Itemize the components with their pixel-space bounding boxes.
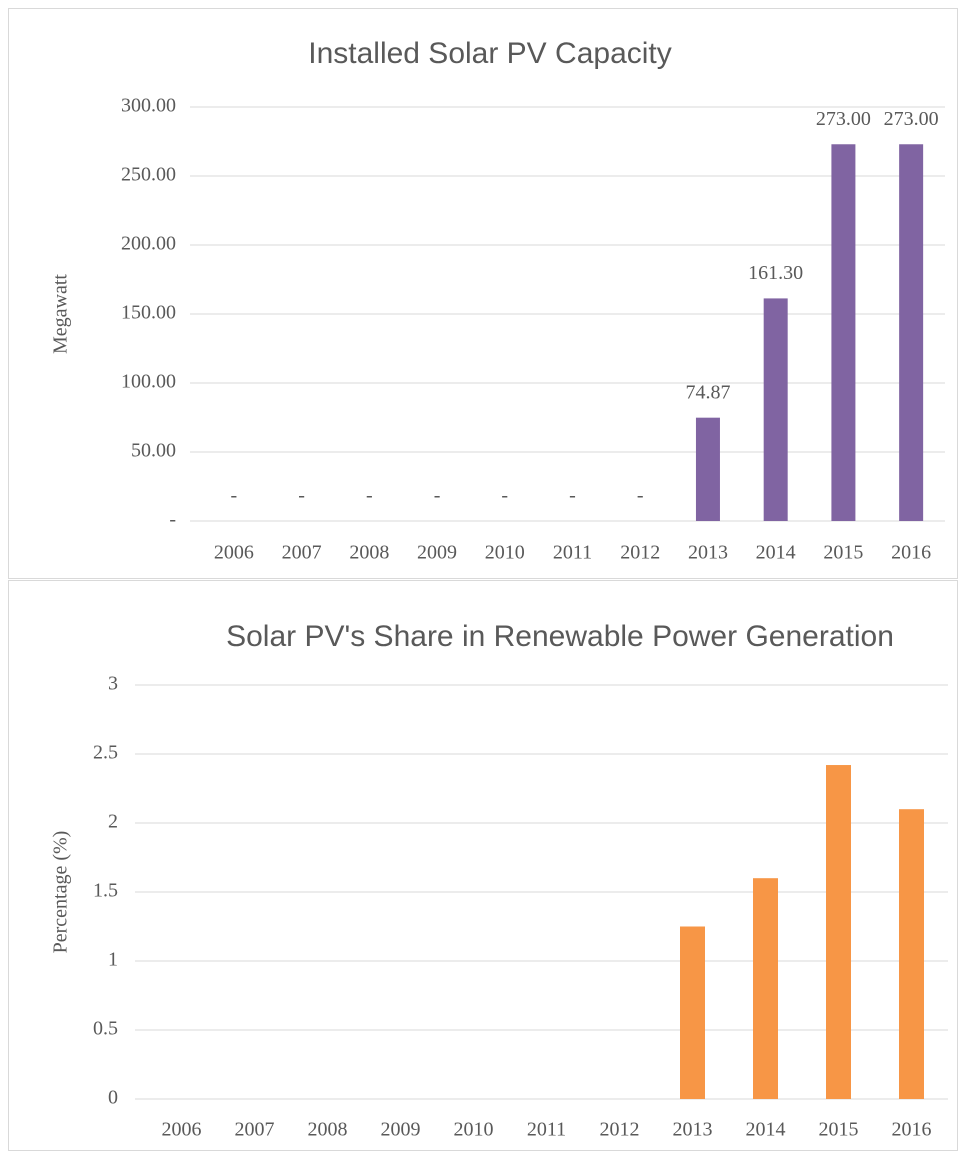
x-tick-label: 2012 xyxy=(600,1119,640,1141)
bar xyxy=(831,144,856,521)
data-label: - xyxy=(434,485,441,507)
bar xyxy=(753,878,778,1099)
y-axis-label: Percentage (%) xyxy=(50,831,72,954)
chart-title: Installed Solar PV Capacity xyxy=(308,37,672,70)
data-label: - xyxy=(501,485,508,507)
x-tick-label: 2008 xyxy=(349,542,389,564)
x-tick-label: 2008 xyxy=(308,1119,348,1141)
x-tick-label: 2009 xyxy=(417,542,457,564)
x-tick-label: 2009 xyxy=(381,1119,421,1141)
bar xyxy=(695,417,720,521)
data-label: - xyxy=(231,485,238,507)
chart-frame xyxy=(8,580,958,1151)
x-tick-label: 2014 xyxy=(756,542,796,564)
bar xyxy=(899,144,924,521)
x-tick-label: 2007 xyxy=(282,542,322,564)
data-label: - xyxy=(366,485,373,507)
x-tick-label: 2013 xyxy=(673,1119,713,1141)
x-tick-label: 2010 xyxy=(454,1119,494,1141)
y-tick-label: 2.5 xyxy=(93,742,118,764)
bar xyxy=(763,298,788,521)
x-tick-label: 2011 xyxy=(553,542,592,564)
bar xyxy=(826,765,851,1099)
chart-title: Solar PV's Share in Renewable Power Gene… xyxy=(226,620,894,653)
bar xyxy=(899,809,924,1099)
x-tick-label: 2012 xyxy=(620,542,660,564)
y-tick-label: 50.00 xyxy=(131,440,176,462)
x-tick-label: 2007 xyxy=(235,1119,275,1141)
y-tick-label: - xyxy=(169,509,176,531)
x-tick-label: 2006 xyxy=(214,542,254,564)
data-label: 74.87 xyxy=(685,381,730,403)
x-tick-label: 2011 xyxy=(527,1119,566,1141)
y-tick-label: 0 xyxy=(108,1087,118,1109)
y-tick-label: 300.00 xyxy=(121,95,176,117)
y-tick-label: 1.5 xyxy=(93,880,118,902)
data-label: 161.30 xyxy=(748,262,803,284)
data-label: - xyxy=(298,485,305,507)
y-tick-label: 2 xyxy=(108,811,118,833)
data-label: 273.00 xyxy=(884,108,939,130)
y-axis-label: Megawatt xyxy=(50,274,72,354)
x-tick-label: 2013 xyxy=(688,542,728,564)
data-label: - xyxy=(637,485,644,507)
x-tick-label: 2006 xyxy=(162,1119,202,1141)
y-tick-label: 0.5 xyxy=(93,1018,118,1040)
x-tick-label: 2016 xyxy=(892,1119,932,1141)
data-label: - xyxy=(569,485,576,507)
y-tick-label: 3 xyxy=(108,673,118,695)
x-tick-label: 2015 xyxy=(819,1119,859,1141)
y-tick-label: 250.00 xyxy=(121,164,176,186)
x-tick-label: 2014 xyxy=(746,1119,786,1141)
bar xyxy=(680,926,705,1099)
x-tick-label: 2010 xyxy=(485,542,525,564)
y-tick-label: 200.00 xyxy=(121,233,176,255)
data-label: 273.00 xyxy=(816,108,871,130)
y-tick-label: 1 xyxy=(108,949,118,971)
y-tick-label: 100.00 xyxy=(121,371,176,393)
x-tick-label: 2015 xyxy=(823,542,863,564)
y-tick-label: 150.00 xyxy=(121,302,176,324)
x-tick-label: 2016 xyxy=(891,542,931,564)
